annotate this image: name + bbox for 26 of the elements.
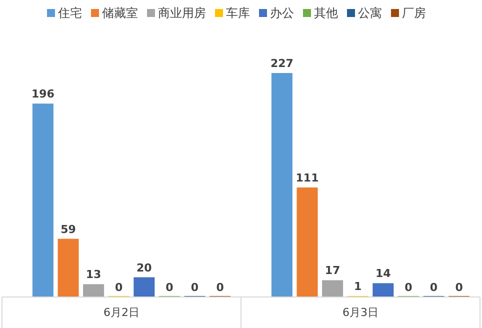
data-label: 0 xyxy=(190,281,199,294)
legend-label: 办公 xyxy=(270,6,294,20)
x-tick-label: 6月3日 xyxy=(342,306,378,319)
legend-label: 其他 xyxy=(314,6,338,20)
legend-label: 厂房 xyxy=(402,6,426,20)
data-label: 13 xyxy=(86,268,102,282)
data-label: 20 xyxy=(136,261,152,274)
legend-label: 储藏室 xyxy=(102,6,138,20)
legend-label: 商业用房 xyxy=(158,6,206,20)
data-label: 59 xyxy=(60,222,76,236)
data-label: 227 xyxy=(270,57,294,70)
data-label: 0 xyxy=(115,281,124,294)
data-label: 0 xyxy=(404,281,413,294)
data-label: 0 xyxy=(216,281,224,294)
data-label: 111 xyxy=(296,171,319,184)
data-label: 0 xyxy=(455,281,464,294)
data-label: 0 xyxy=(166,281,174,294)
data-label: 0 xyxy=(430,281,438,294)
data-label: 196 xyxy=(31,88,55,101)
data-label: 14 xyxy=(375,267,392,280)
legend-label: 住宅 xyxy=(57,6,82,20)
data-label: 1 xyxy=(354,280,362,294)
legend-label: 公寓 xyxy=(358,6,382,20)
legend-label: 车库 xyxy=(226,6,250,20)
data-label: 17 xyxy=(324,264,340,278)
x-tick-label: 6月2日 xyxy=(104,306,140,319)
